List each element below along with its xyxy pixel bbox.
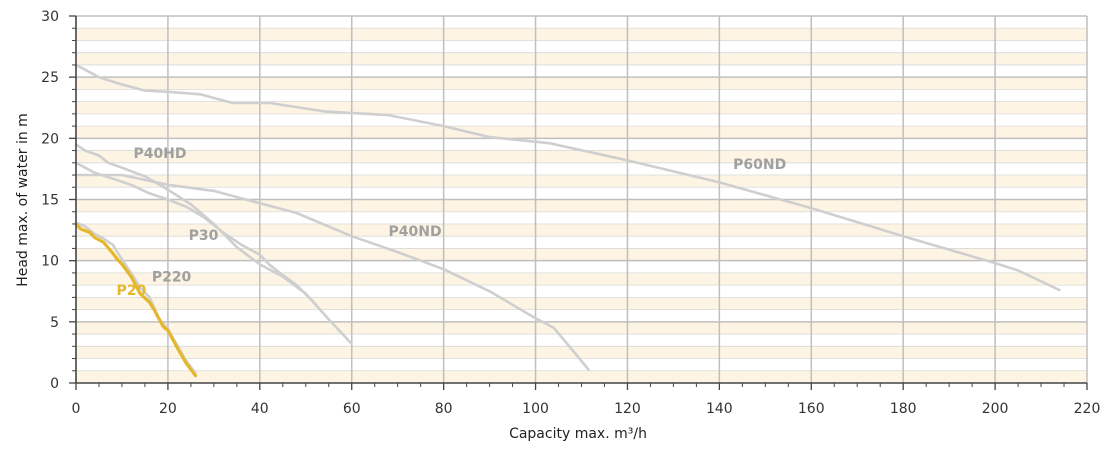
series-label-p20: P20 [116, 283, 146, 299]
background-band [76, 260, 1087, 273]
x-tick-label: 60 [343, 401, 361, 417]
background-band [76, 358, 1087, 371]
background-band [76, 370, 1087, 383]
background-band [76, 101, 1087, 114]
y-axis-title: Head max. of water in m [15, 113, 31, 287]
series-label-p40nd: P40ND [388, 224, 441, 240]
series-label-p60nd: P60ND [733, 157, 786, 173]
background-band [76, 309, 1087, 322]
series-line-p60nd [74, 63, 1061, 292]
y-tick-label: 15 [41, 193, 59, 209]
background-band [76, 138, 1087, 151]
y-tick-label: 30 [41, 9, 59, 25]
background-band [76, 297, 1087, 310]
x-tick-label: 100 [522, 401, 549, 417]
background-band [76, 346, 1087, 359]
y-tick-label: 25 [41, 70, 59, 86]
series-label-p40hd: P40HD [133, 146, 186, 162]
x-axis-title: Capacity max. m³/h [509, 426, 647, 442]
x-tick-label: 220 [1074, 401, 1101, 417]
tick-labels: 0 20 40 60 80 100 120 140 160 180 200 220 0 5 10 15 20 25… [41, 9, 1100, 417]
background-band [76, 236, 1087, 249]
background-band [76, 211, 1087, 224]
y-tick-label: 0 [50, 376, 59, 392]
background-band [76, 248, 1087, 261]
x-tick-label: 20 [159, 401, 177, 417]
background-band [76, 89, 1087, 102]
background-band [76, 285, 1087, 298]
y-tick-label: 5 [50, 315, 59, 331]
series-line-p20 [74, 222, 198, 378]
background-band [76, 77, 1087, 90]
background-band [76, 199, 1087, 212]
series-label-p220: P220 [152, 269, 192, 285]
background-band [76, 162, 1087, 176]
background-band [76, 28, 1087, 41]
background-band [76, 321, 1087, 335]
x-tick-label: 80 [435, 401, 453, 417]
background-band [76, 52, 1087, 65]
series-lines [74, 63, 1061, 378]
series-line-p40nd [74, 173, 590, 371]
background-band [76, 64, 1087, 78]
x-tick-label: 140 [706, 401, 733, 417]
background-band [76, 126, 1087, 139]
background-band [76, 187, 1087, 200]
x-tick-label: 160 [798, 401, 825, 417]
x-tick-label: 180 [890, 401, 917, 417]
x-tick-label: 0 [72, 401, 81, 417]
background-band [76, 175, 1087, 188]
x-tick-label: 120 [614, 401, 641, 417]
background-band [76, 40, 1087, 53]
series-line-p30 [74, 161, 317, 305]
background-band [76, 150, 1087, 163]
background-band [76, 334, 1087, 347]
x-tick-label: 200 [982, 401, 1009, 417]
background-band [76, 16, 1087, 29]
x-tick-label: 40 [251, 401, 269, 417]
y-tick-label: 20 [41, 131, 59, 147]
background-band [76, 113, 1087, 127]
background-band [76, 272, 1087, 286]
series-label-p30: P30 [189, 228, 219, 244]
y-tick-label: 10 [41, 254, 59, 270]
series-labels: P60ND P40ND P40HD P30 P220 P20 [116, 146, 786, 299]
axes [69, 15, 1088, 390]
